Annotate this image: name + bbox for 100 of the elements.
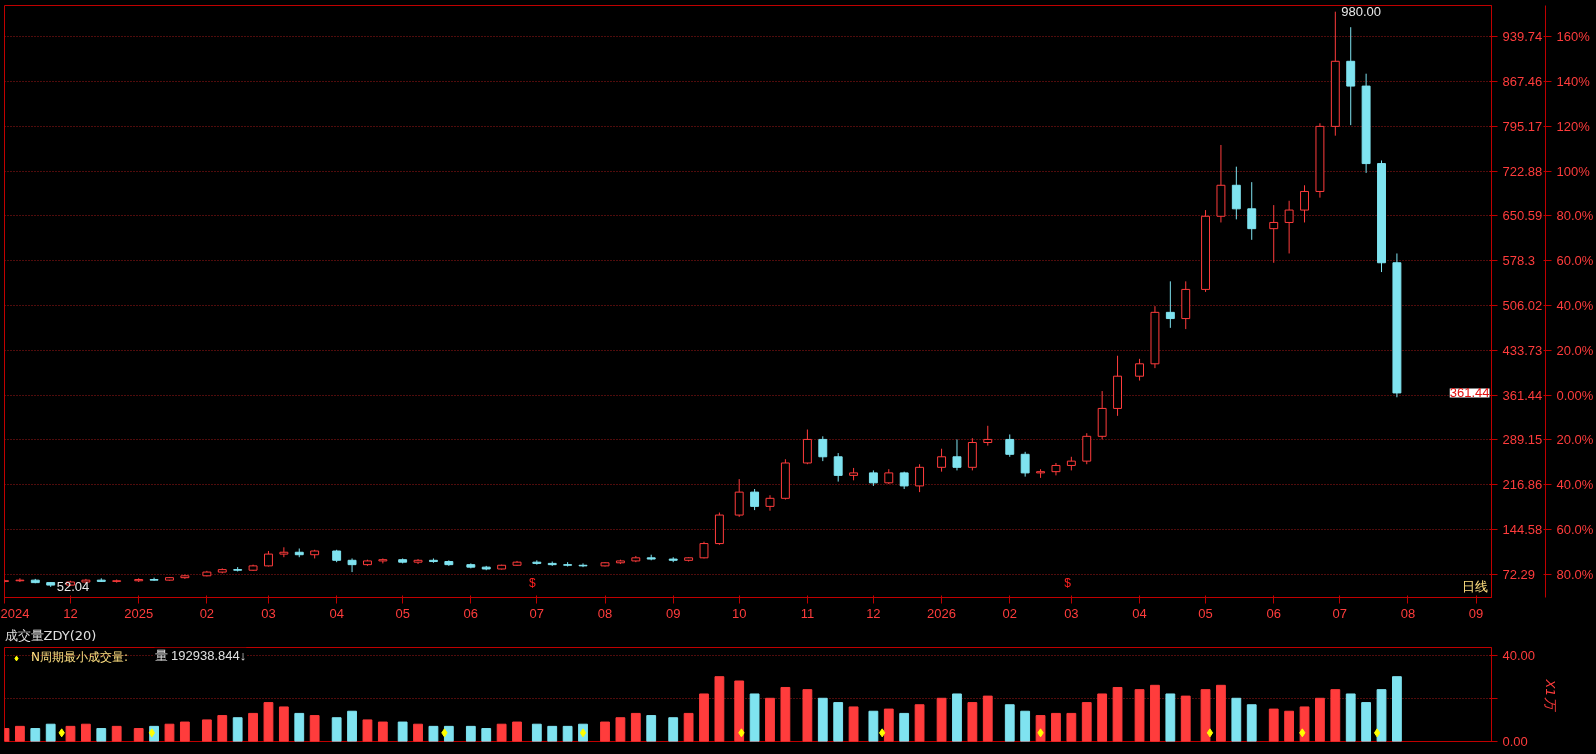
- bar: [1020, 710, 1031, 742]
- candlestick: [983, 425, 993, 447]
- bar: [428, 725, 439, 742]
- bar: [309, 715, 320, 742]
- x-tick-label: 05: [395, 605, 410, 621]
- bar: [248, 712, 258, 742]
- annotation: $: [529, 575, 537, 590]
- bar: [1392, 676, 1402, 742]
- y-tick-label: 216.86: [1502, 477, 1543, 493]
- bar: [80, 723, 91, 742]
- y2-tick-label: 60.0%: [1556, 522, 1594, 538]
- x-tick-label: 06: [463, 605, 479, 621]
- x-tick-label: 09: [1468, 605, 1484, 621]
- bar: [30, 728, 41, 742]
- y2-tick-label: 140%: [1556, 73, 1591, 89]
- bar: [817, 697, 828, 742]
- candlestick: [1135, 358, 1145, 382]
- y2-tick-label: 0.00%: [1556, 387, 1594, 403]
- bar: [1112, 686, 1123, 742]
- bar: [331, 717, 342, 742]
- candlestick: [1284, 200, 1294, 254]
- y-tick-label: 0.00: [1502, 734, 1528, 749]
- y-tick-label: 578.3: [1502, 253, 1536, 269]
- bar: [982, 695, 993, 742]
- bar: [481, 728, 492, 742]
- x-tick-label: 10: [731, 605, 747, 621]
- candlestick: [937, 448, 947, 473]
- candlestick: [818, 435, 828, 462]
- bar: [1180, 695, 1191, 742]
- x-tick-label: 03: [261, 605, 276, 621]
- bar: [531, 723, 542, 742]
- x-tick-label: 03: [1064, 605, 1079, 621]
- bar: [683, 712, 694, 742]
- bar: [496, 723, 507, 742]
- bar: [512, 721, 522, 742]
- bar: [899, 712, 910, 742]
- bar: [883, 708, 894, 742]
- bar: [630, 712, 641, 742]
- x-tick-label: 12: [63, 605, 78, 621]
- bar: [1268, 708, 1279, 742]
- bar: [952, 693, 962, 742]
- y2-tick-label: 120%: [1556, 118, 1591, 134]
- bar: [868, 710, 879, 742]
- bar: [294, 712, 305, 742]
- bar: [1134, 689, 1145, 742]
- x-tick-label: 07: [1332, 605, 1347, 621]
- bar: [936, 697, 947, 742]
- bar: [1200, 689, 1211, 742]
- annotation: 52.04: [56, 579, 90, 595]
- bar: [96, 728, 107, 742]
- y2-tick-label: 80.0%: [1556, 566, 1594, 582]
- y-tick-label: 72.29: [1502, 566, 1536, 582]
- bar: [734, 680, 745, 742]
- bar: [1376, 689, 1387, 742]
- bar: [848, 706, 859, 742]
- bar: [111, 725, 122, 742]
- annotation: 日线: [1461, 578, 1488, 594]
- bar: [1315, 697, 1325, 742]
- candlestick: [750, 488, 760, 511]
- candlestick: [1300, 184, 1309, 223]
- bar: [217, 715, 228, 742]
- bar: [133, 728, 144, 742]
- y2-tick-label: 60.0%: [1556, 253, 1594, 269]
- x-tick-label: 2026: [927, 605, 957, 621]
- x-tick-label: 04: [1132, 605, 1147, 621]
- bar: [1216, 684, 1226, 742]
- bar: [1345, 693, 1356, 742]
- y-tick-label: 433.73: [1502, 342, 1543, 358]
- candlestick: [734, 478, 744, 518]
- y2-tick-label: 160%: [1556, 29, 1591, 45]
- candlestick: [1231, 166, 1241, 220]
- chart-title: 成交量ZDY(20): [4, 627, 97, 643]
- y-tick-label: 795.17: [1502, 118, 1543, 134]
- y-tick-label: 40.00: [1502, 647, 1536, 663]
- x-tick-label: 02: [199, 605, 215, 621]
- bar: [347, 710, 357, 742]
- bar: [615, 717, 626, 742]
- bar: [547, 725, 558, 742]
- legend-label: N周期最小成交量:: [31, 649, 129, 666]
- bar: [749, 693, 760, 742]
- y-tick-label: 289.15: [1502, 432, 1543, 448]
- bar: [45, 723, 56, 742]
- candlestick: [1247, 181, 1257, 241]
- bar: [1246, 704, 1257, 742]
- bar: [914, 704, 925, 742]
- bar: [1004, 704, 1015, 742]
- y2-tick-label: 40.0%: [1556, 298, 1594, 314]
- candlestick: [279, 546, 289, 558]
- candlestick: [833, 452, 843, 483]
- bar: [397, 721, 408, 742]
- candlestick: [1020, 451, 1030, 478]
- y-tick-label: 506.02: [1502, 298, 1543, 314]
- bar: [600, 721, 610, 742]
- x-tick-label: 2025: [124, 605, 154, 621]
- x-tick-label: 08: [1400, 605, 1416, 621]
- bar: [1097, 693, 1108, 742]
- bar: [646, 715, 657, 742]
- bar: [714, 676, 725, 742]
- bar: [1330, 689, 1341, 742]
- bar: [232, 717, 243, 742]
